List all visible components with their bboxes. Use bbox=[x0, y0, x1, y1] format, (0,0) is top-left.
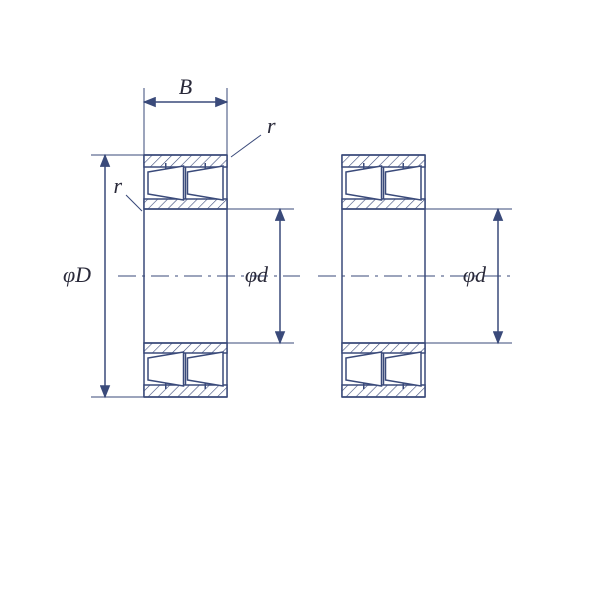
label-phid-1: φd bbox=[245, 262, 269, 287]
label-r-outer: r bbox=[267, 113, 276, 138]
label-r-inner: r bbox=[113, 173, 122, 198]
label-B: B bbox=[179, 74, 192, 99]
label-phid-2: φd bbox=[463, 262, 487, 287]
label-phiD: φD bbox=[63, 262, 91, 287]
